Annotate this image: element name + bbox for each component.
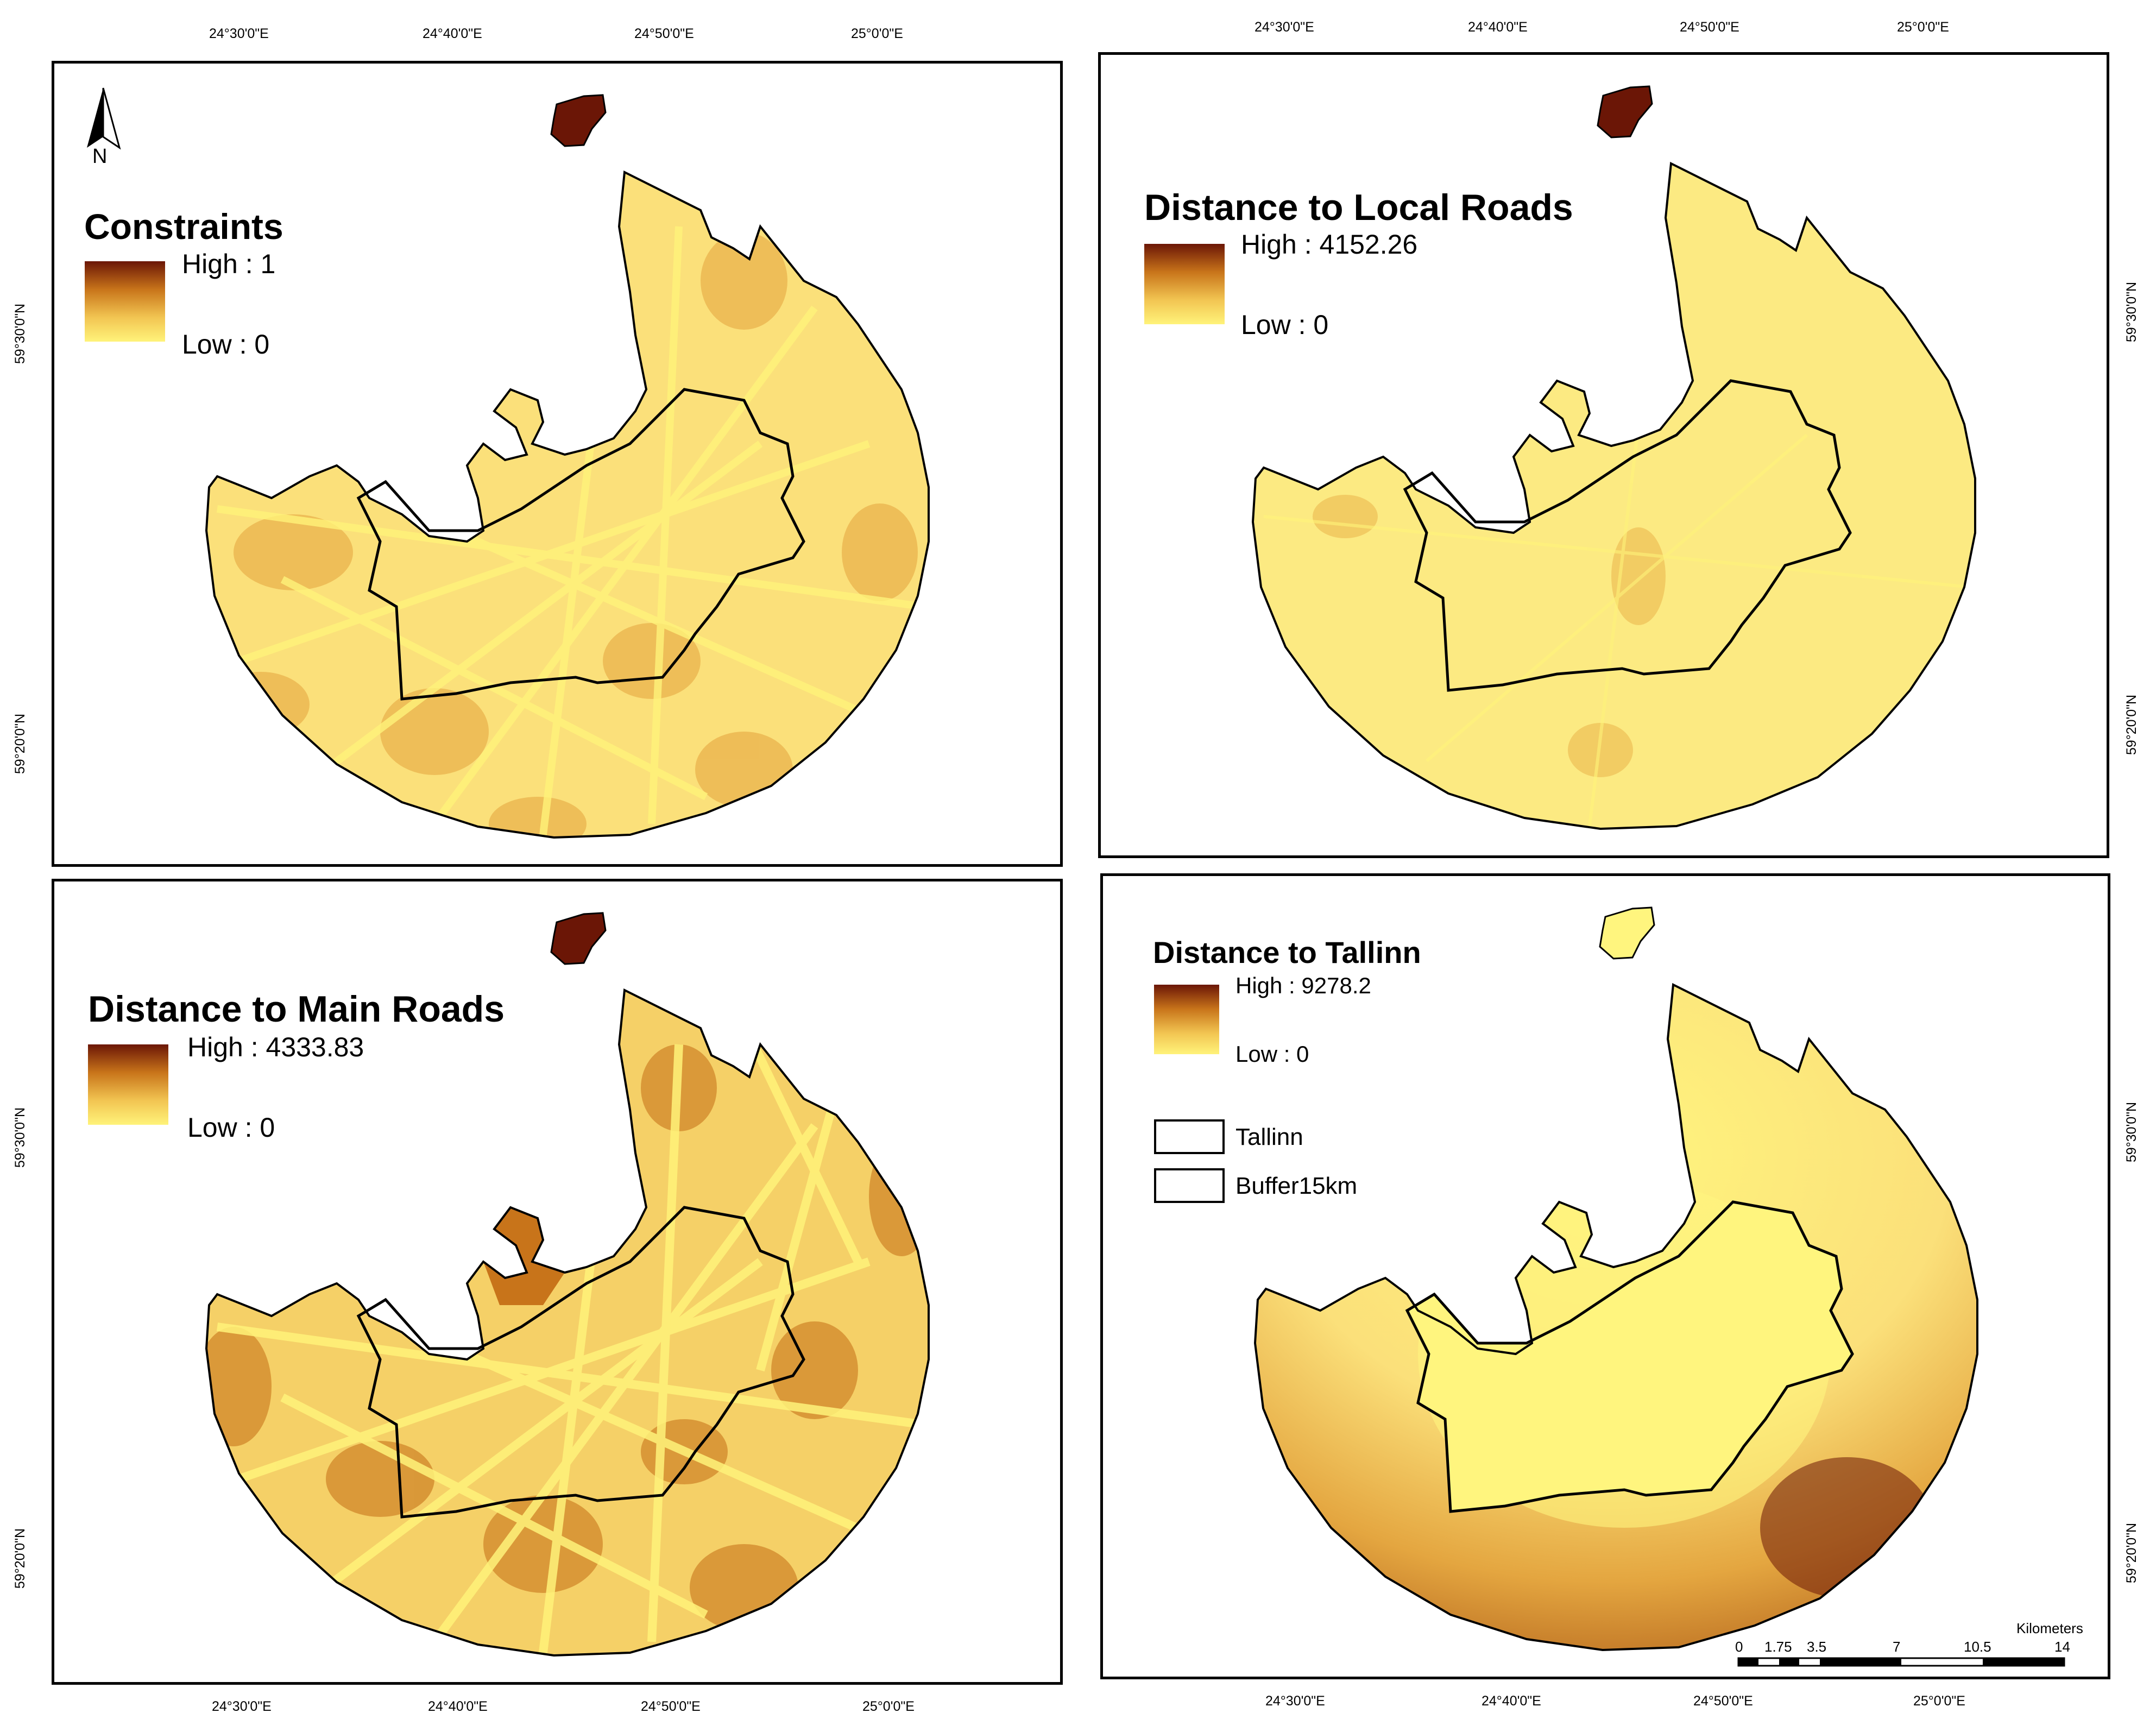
tallinn-boundary	[356, 388, 805, 701]
lat-label: 59°20'0"N	[12, 1528, 28, 1589]
lon-label: 24°30'0"E	[209, 26, 269, 41]
lon-label: 24°30'0"E	[1254, 20, 1314, 35]
legend-low: Low : 0	[182, 329, 270, 360]
panel-title: Constraints	[84, 206, 283, 247]
scale-tick: 0	[1735, 1639, 1743, 1655]
main-roads-map	[205, 912, 930, 1657]
road-network	[217, 226, 924, 835]
panel-title: Distance to Tallinn	[1153, 935, 1421, 969]
island	[1597, 85, 1653, 138]
lon-label: 24°40'0"E	[423, 26, 482, 41]
lon-label: 24°50'0"E	[1680, 20, 1739, 35]
legend-swatch-buffer	[1154, 1168, 1225, 1203]
lon-label: 25°0'0"E	[851, 26, 903, 41]
scale-tick: 7	[1893, 1639, 1901, 1655]
legend-high: High : 4333.83	[187, 1032, 364, 1062]
map-panel-main-roads: Distance to Main Roads High : 4333.83 Lo…	[52, 879, 1063, 1685]
tallinn-boundary	[1403, 379, 1852, 692]
legend-color-ramp	[85, 261, 165, 342]
lon-label: 24°40'0"E	[428, 1699, 488, 1714]
legend-color-ramp	[88, 1044, 168, 1125]
lon-label: 24°30'0"E	[212, 1699, 272, 1714]
legend-low: Low : 0	[1241, 310, 1329, 340]
constraints-map	[87, 87, 930, 839]
map-panel-constraints: N Constraints High : 1 Low : 0	[52, 61, 1063, 867]
legend-high: High : 9278.2	[1235, 973, 1371, 998]
legend-high: High : 4152.26	[1241, 229, 1418, 260]
island	[550, 94, 607, 147]
map-panel-local-roads: Distance to Local Roads High : 4152.26 L…	[1098, 52, 2109, 858]
north-arrow-icon	[87, 87, 121, 150]
legend-low: Low : 0	[1235, 1041, 1309, 1067]
legend-low: Low : 0	[187, 1112, 275, 1143]
map-panel-tallinn: Distance to Tallinn High : 9278.2 Low : …	[1100, 873, 2110, 1679]
scale-unit: Kilometers	[2016, 1620, 2083, 1636]
lon-label: 24°30'0"E	[1265, 1693, 1325, 1709]
island	[550, 912, 607, 965]
tallinn-boundary	[356, 1206, 805, 1519]
lat-label: 59°30'0"N	[2124, 281, 2140, 343]
legend-high: High : 1	[182, 249, 276, 279]
scale-tick: 14	[2054, 1639, 2070, 1655]
legend-color-ramp	[1144, 244, 1225, 324]
north-arrow-label: N	[92, 145, 108, 168]
legend-swatch-tallinn	[1154, 1119, 1225, 1154]
scale-tick: 1.75	[1764, 1639, 1792, 1655]
scale-tick: 10.5	[1964, 1639, 1991, 1655]
scale-tick: 3.5	[1807, 1639, 1827, 1655]
tallinn-distance-map	[1253, 906, 1978, 1652]
lon-label: 24°40'0"E	[1468, 20, 1528, 35]
legend-label-buffer: Buffer15km	[1235, 1173, 1358, 1199]
lon-label: 24°50'0"E	[641, 1699, 701, 1714]
lat-label: 59°30'0"N	[12, 1107, 28, 1168]
lon-label: 25°0'0"E	[1897, 20, 1949, 35]
lat-label: 59°20'0"N	[2124, 1522, 2140, 1584]
legend-color-ramp	[1154, 985, 1219, 1054]
lat-label: 59°30'0"N	[2124, 1101, 2140, 1163]
lon-label: 25°0'0"E	[1913, 1693, 1965, 1709]
legend-label-tallinn: Tallinn	[1235, 1124, 1303, 1150]
lon-label: 24°50'0"E	[634, 26, 694, 41]
local-roads-map	[1251, 85, 1976, 830]
panel-title: Distance to Main Roads	[88, 988, 505, 1030]
island	[1599, 906, 1655, 960]
lat-label: 59°20'0"N	[2124, 694, 2140, 755]
lon-label: 24°50'0"E	[1693, 1693, 1753, 1709]
lat-label: 59°30'0"N	[12, 303, 28, 364]
tallinn-boundary	[1405, 1200, 1854, 1513]
lon-label: 25°0'0"E	[862, 1699, 915, 1714]
panel-title: Distance to Local Roads	[1144, 187, 1573, 228]
lat-label: 59°20'0"N	[12, 713, 28, 774]
lon-label: 24°40'0"E	[1482, 1693, 1541, 1709]
